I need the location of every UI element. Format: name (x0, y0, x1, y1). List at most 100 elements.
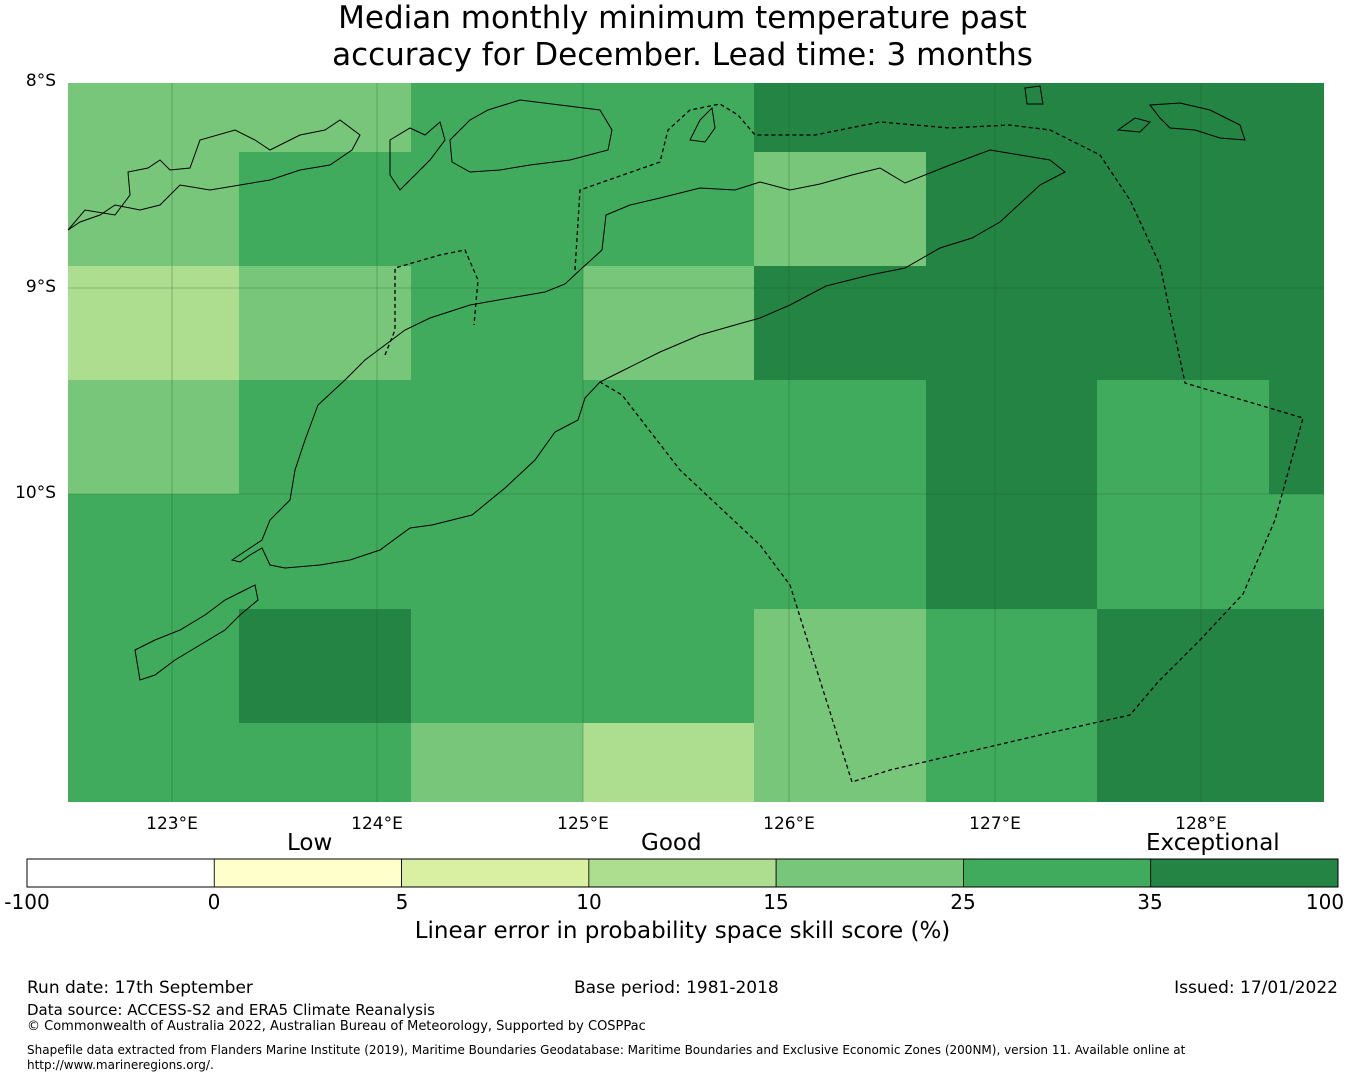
skill-cell (239, 723, 411, 802)
colorbar-tick-15: 15 (763, 890, 789, 914)
colorbar-swatch (588, 858, 777, 888)
skill-cell (1097, 609, 1269, 723)
skill-cell (239, 83, 411, 152)
lat-label-9s: 9°S (25, 277, 56, 297)
skill-cell (1269, 494, 1324, 609)
skill-cell (68, 494, 239, 609)
skill-cell (926, 380, 1097, 494)
colorbar-tick-25: 25 (950, 890, 976, 914)
skill-cell (583, 152, 754, 266)
skill-cell (1097, 152, 1269, 266)
skill-cell (583, 380, 754, 494)
skill-cell (1097, 266, 1269, 380)
skill-cell (1269, 609, 1324, 723)
skill-cell (411, 494, 583, 609)
colorbar-swatches (26, 858, 1339, 888)
skill-cell (926, 723, 1097, 802)
skill-cell (926, 83, 1097, 152)
skill-cell (411, 723, 583, 802)
colorbar-outline (26, 858, 1339, 888)
skill-cell (239, 266, 411, 380)
skill-cell (1097, 723, 1269, 802)
lon-label-123e: 123°E (146, 814, 198, 834)
category-exceptional: Exceptional (1146, 830, 1280, 856)
skill-cell (239, 609, 411, 723)
skill-cell (239, 494, 411, 609)
colorbar-tick-35: 35 (1137, 890, 1163, 914)
skill-cell (1269, 83, 1324, 152)
colorbar-swatch (775, 858, 964, 888)
copyright: © Commonwealth of Australia 2022, Austra… (27, 1019, 646, 1034)
skill-cell (926, 152, 1097, 266)
colorbar-swatch (26, 858, 215, 888)
rote-coast (134, 584, 259, 681)
wetar-coast (1149, 102, 1246, 141)
skill-cell (926, 266, 1097, 380)
base-period: Base period: 1981-2018 (574, 978, 779, 998)
skill-cell (68, 83, 239, 152)
skill-cell (68, 609, 239, 723)
lat-label-8s: 8°S (25, 71, 56, 91)
colorbar-title: Linear error in probability space skill … (414, 918, 951, 944)
skill-cell (1269, 152, 1324, 266)
boundary-oecusse (384, 249, 479, 356)
skill-cell (239, 152, 411, 266)
lon-label-124e: 124°E (351, 814, 403, 834)
skill-cell (411, 83, 583, 152)
boundary-east-timor-north (574, 103, 1304, 783)
skill-cell (68, 266, 239, 380)
timor-island-coast (230, 149, 1066, 569)
skill-cell (411, 266, 583, 380)
colorbar-swatch (213, 858, 402, 888)
lon-label-128e: 128°E (1175, 814, 1227, 834)
small-isle-1 (1024, 85, 1044, 105)
skill-cell (411, 152, 583, 266)
lon-label-126e: 126°E (763, 814, 815, 834)
skill-grid (68, 83, 1324, 802)
colorbar-tick-5: 5 (395, 890, 409, 914)
maritime-boundaries (384, 103, 1304, 783)
chart-title: Median monthly minimum temperature past … (0, 0, 1365, 74)
skill-cell (1269, 380, 1324, 494)
category-good: Good (641, 830, 702, 856)
graticule (68, 83, 1324, 802)
skill-cell (754, 83, 926, 152)
skill-cell (1269, 266, 1324, 380)
issued-date: Issued: 17/01/2022 (1174, 978, 1338, 998)
skill-cell (411, 380, 583, 494)
colorbar-tick-0: 0 (207, 890, 221, 914)
colorbar-swatch (1150, 858, 1339, 888)
skill-cell (68, 723, 239, 802)
pantar-coast (389, 121, 446, 191)
skill-cell (754, 152, 926, 266)
colorbar-swatch (401, 858, 590, 888)
lon-label-125e: 125°E (557, 814, 609, 834)
small-isle-2 (1116, 117, 1151, 133)
skill-cell (583, 609, 754, 723)
skill-cell (926, 609, 1097, 723)
shapefile-credit-line-1: Shapefile data extracted from Flanders M… (27, 1043, 1186, 1057)
data-source: Data source: ACCESS-S2 and ERA5 Climate … (27, 1001, 435, 1019)
skill-cell (754, 609, 926, 723)
atauro-coast (689, 106, 716, 143)
skill-cell (1097, 83, 1269, 152)
colorbar-swatch (963, 858, 1152, 888)
skill-cell (583, 266, 754, 380)
skill-cell (68, 152, 239, 266)
skill-cell (68, 380, 239, 494)
title-line-1: Median monthly minimum temperature past (338, 0, 1027, 36)
colorbar-tick-10: 10 (576, 890, 602, 914)
title-line-2: accuracy for December. Lead time: 3 mont… (332, 37, 1033, 73)
skill-cell (583, 83, 754, 152)
skill-cell (1097, 494, 1269, 609)
colorbar-tick-100: 100 (1305, 890, 1345, 914)
skill-cell (754, 266, 926, 380)
skill-cell (754, 723, 926, 802)
skill-cell (411, 609, 583, 723)
alor-coast (449, 99, 613, 173)
skill-cell (583, 723, 754, 802)
run-date: Run date: 17th September (27, 978, 253, 998)
skill-cell (1269, 723, 1324, 802)
